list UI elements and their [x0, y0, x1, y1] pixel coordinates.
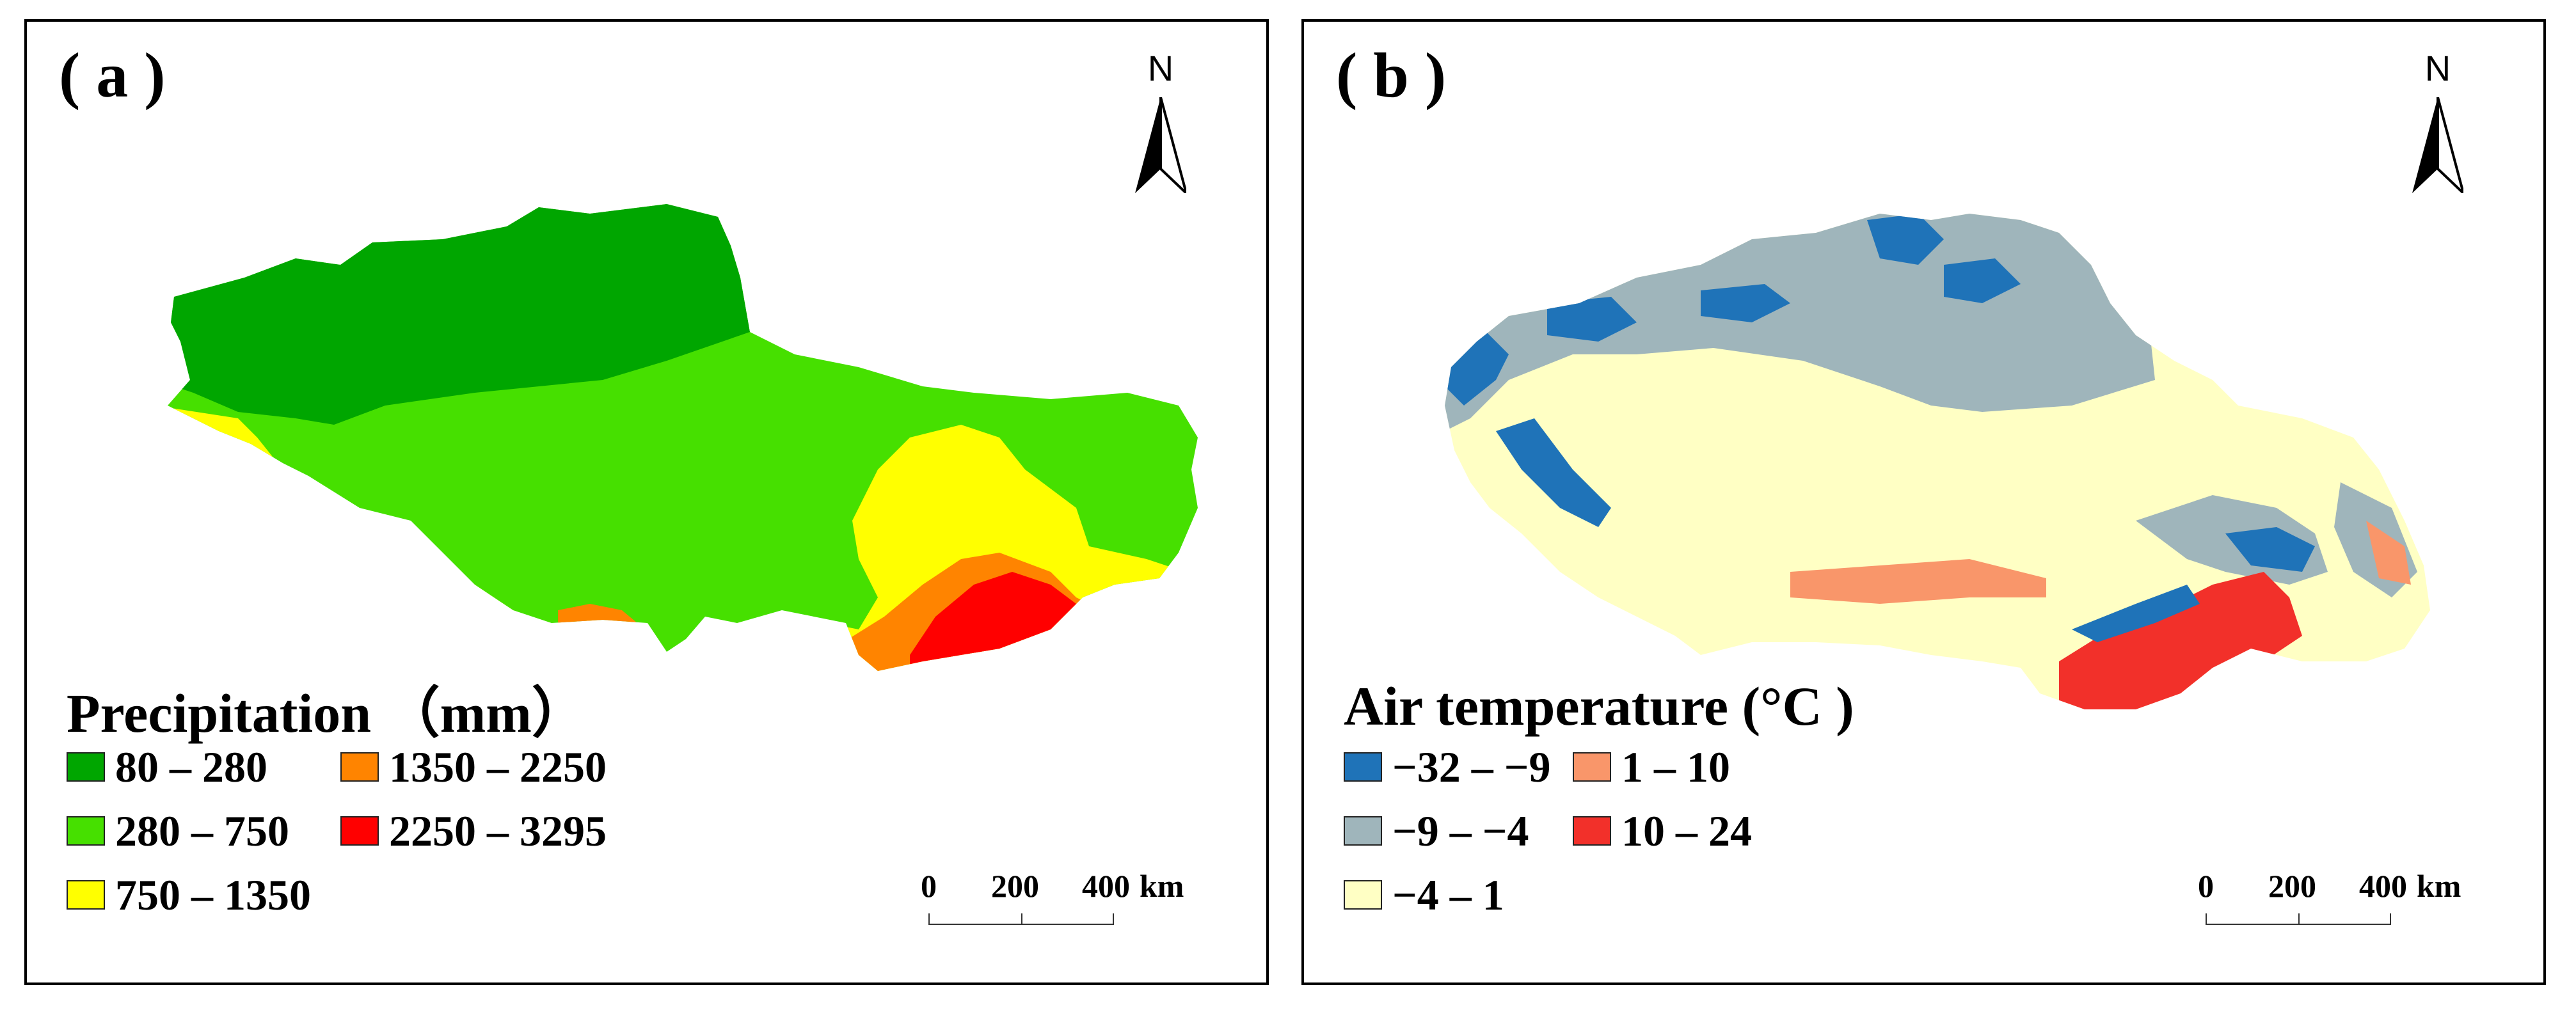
north-arrow: N: [1119, 47, 1202, 201]
scale-bar: 0 200 400 km: [914, 867, 1215, 957]
panel-label: ( b ): [1336, 40, 1447, 111]
legend-item: 750 – 1350: [67, 870, 311, 919]
scale-tick: [2298, 913, 2300, 925]
legend-item: −4 – 1: [1344, 870, 1504, 919]
legend-swatch: [1573, 816, 1611, 846]
scale-tick-label: 0: [921, 868, 937, 904]
scale-unit: km: [2417, 868, 2461, 904]
scale-tick-label: 400: [2359, 868, 2407, 904]
scale-tick: [2390, 913, 2391, 925]
legend-swatch: [1344, 816, 1382, 846]
legend-label: −4 – 1: [1392, 870, 1504, 919]
legend-item: 280 – 750: [67, 806, 289, 855]
scale-tick-label: 200: [2268, 868, 2316, 904]
legend-label: 80 – 280: [115, 742, 267, 791]
scale-tick: [928, 913, 930, 925]
legend-label: 1350 – 2250: [389, 742, 607, 791]
north-letter: N: [2424, 48, 2451, 88]
legend-label: 1 – 10: [1621, 742, 1730, 791]
air-temperature-map: [1445, 214, 2430, 709]
scale-tick-label: 200: [991, 868, 1039, 904]
legend-label: 10 – 24: [1621, 806, 1752, 855]
legend-title: Precipitation （mm）: [67, 683, 587, 744]
legend-label: 2250 – 3295: [389, 806, 607, 855]
legend-item: 80 – 280: [67, 743, 267, 791]
legend-item: 1350 – 2250: [340, 743, 607, 791]
scale-tick: [1021, 913, 1022, 925]
legend-label: −32 – −9: [1392, 742, 1551, 791]
legend-item: 10 – 24: [1573, 806, 1752, 855]
north-arrow-icon: [2412, 97, 2463, 193]
north-letter: N: [1147, 48, 1174, 88]
legend-item: −32 – −9: [1344, 743, 1551, 791]
scale-bar: 0 200 400 km: [2191, 867, 2492, 957]
panel-label: ( a ): [59, 40, 166, 111]
legend-item: 2250 – 3295: [340, 806, 607, 855]
scale-tick-label: 0: [2198, 868, 2214, 904]
legend-swatch: [1573, 752, 1611, 782]
legend-swatch: [1344, 752, 1382, 782]
legend-swatch: [67, 880, 105, 910]
legend-swatch: [67, 816, 105, 846]
precipitation-map: [168, 204, 1198, 671]
scale-tick-label: 400: [1082, 868, 1130, 904]
scale-tick: [2206, 913, 2207, 925]
scale-unit: km: [1140, 868, 1184, 904]
north-arrow-icon: [1135, 97, 1186, 193]
legend-item: 1 – 10: [1573, 743, 1730, 791]
legend-label: −9 – −4: [1392, 806, 1529, 855]
legend-label: 280 – 750: [115, 806, 289, 855]
legend-title: Air temperature (°C ): [1344, 675, 1854, 737]
legend-label: 750 – 1350: [115, 870, 311, 919]
scale-tick: [1113, 913, 1114, 925]
legend-item: −9 – −4: [1344, 806, 1529, 855]
north-arrow: N: [2396, 47, 2479, 201]
legend-swatch: [340, 752, 379, 782]
legend-swatch: [340, 816, 379, 846]
precipitation-map-panel: ( a ) N Precipitation （mm） 80 – 280 280 …: [24, 19, 1269, 985]
air-temperature-map-panel: ( b ) N: [1301, 19, 2546, 985]
legend-swatch: [67, 752, 105, 782]
legend-swatch: [1344, 880, 1382, 910]
